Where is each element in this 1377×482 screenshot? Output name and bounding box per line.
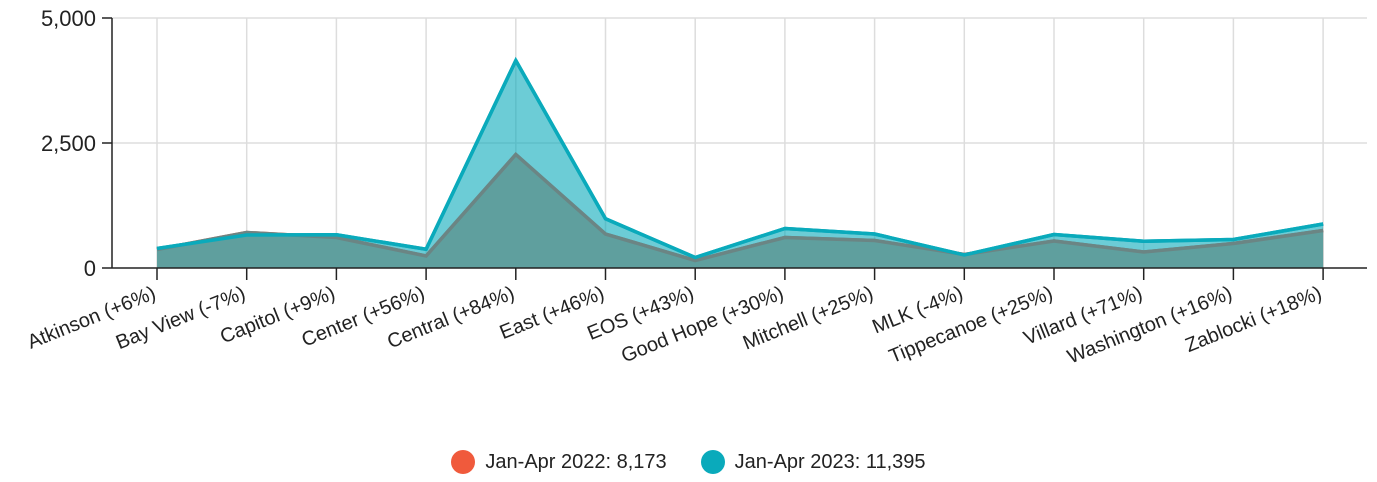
y-tick-label: 0 [84, 256, 96, 281]
area-2023 [157, 60, 1324, 268]
legend-marker-2023 [700, 450, 725, 474]
axes [102, 17, 1367, 280]
y-tick-label: 2,500 [41, 131, 96, 156]
line-2023-overlay [156, 56, 1324, 260]
legend: Jan-Apr 2022: 8,173 Jan-Apr 2023: 11,395 [0, 450, 1377, 474]
line-2023 [156, 58, 1324, 260]
legend-label-2022: Jan-Apr 2022: 8,173 [485, 450, 667, 473]
area-overlap [157, 154, 1324, 268]
legend-item-2023[interactable]: Jan-Apr 2023: 11,395 [700, 450, 926, 474]
line-2022-overlay [156, 152, 1324, 263]
legend-item-2022[interactable]: Jan-Apr 2022: 8,173 [451, 450, 667, 474]
series-areas [156, 56, 1324, 268]
y-tick-label: 5,000 [41, 6, 96, 31]
legend-marker-2022 [451, 450, 476, 474]
legend-label-2023: Jan-Apr 2023: 11,395 [734, 450, 926, 473]
grid [112, 17, 1367, 268]
